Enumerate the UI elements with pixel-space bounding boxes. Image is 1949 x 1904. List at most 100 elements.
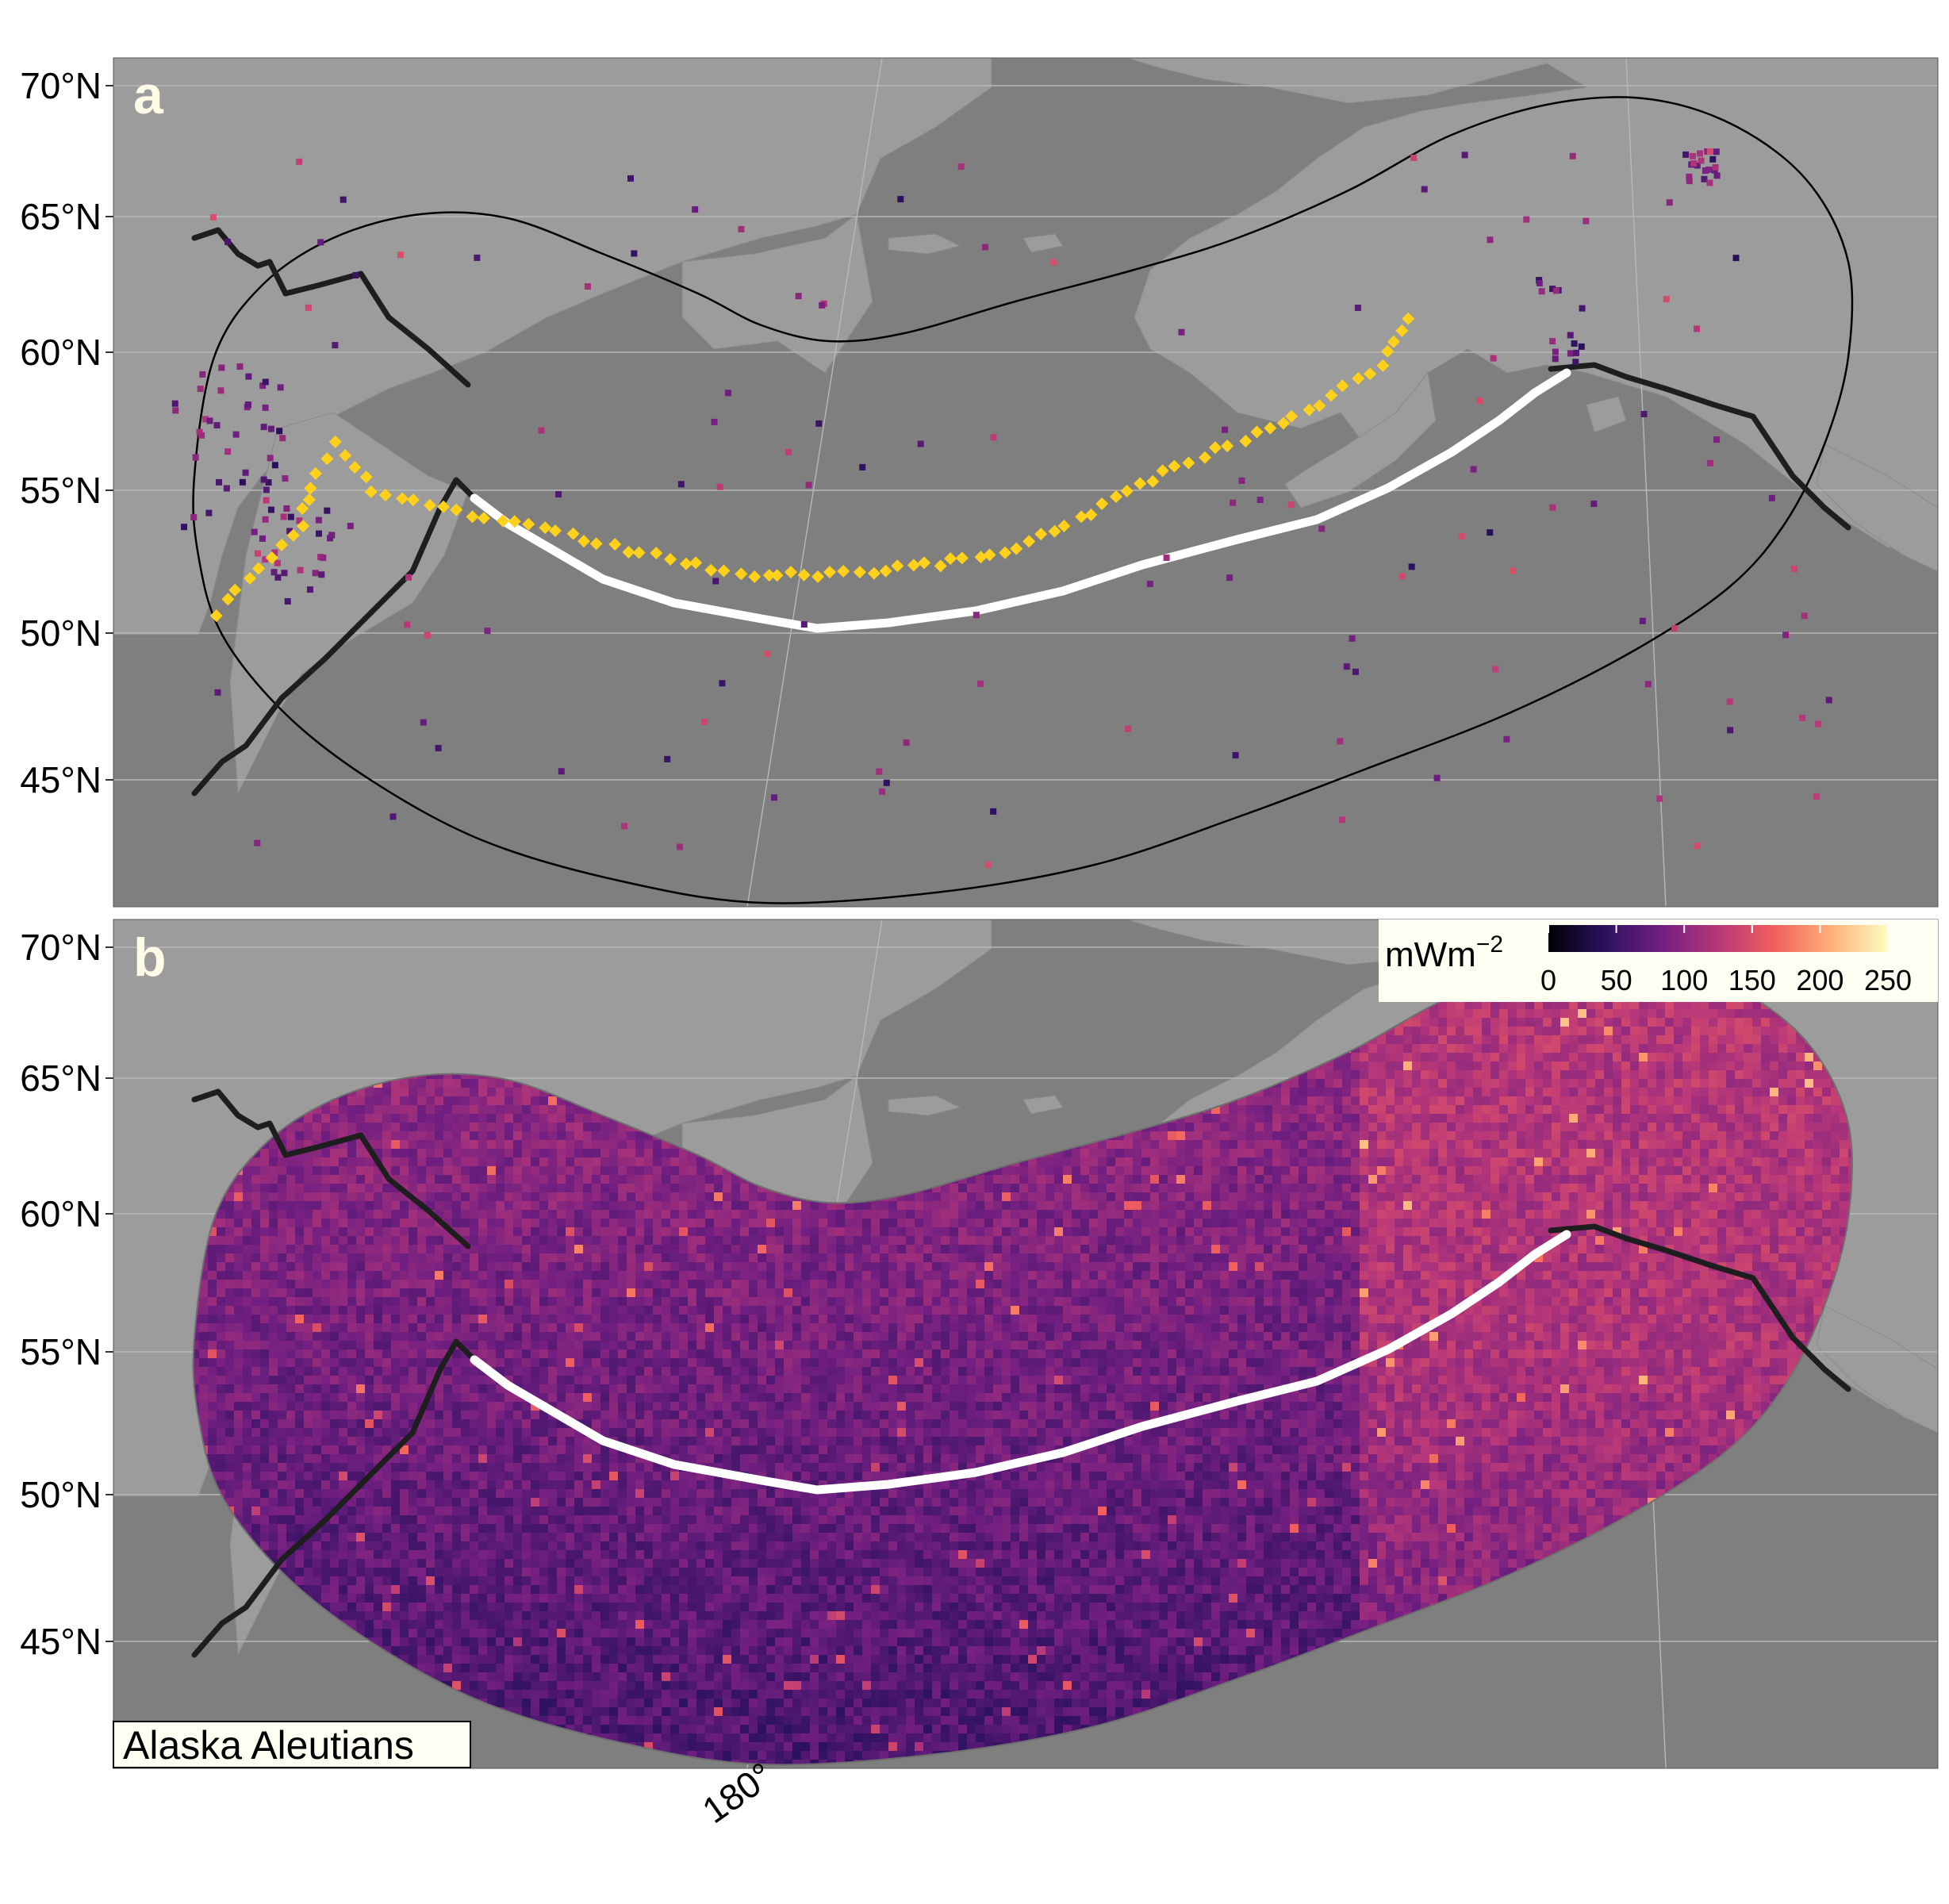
heatflow-cell	[452, 1105, 462, 1115]
heatflow-cell	[609, 1149, 619, 1158]
heatflow-cell	[470, 1079, 479, 1088]
heatflow-cell	[592, 1184, 601, 1193]
heatflow-cell	[1709, 1018, 1718, 1027]
heatflow-cell	[1787, 1149, 1797, 1158]
heatflow-cell	[1386, 1123, 1395, 1132]
heatflow-point	[296, 517, 303, 524]
heatflow-cell	[696, 1192, 706, 1202]
heatflow-cell	[1822, 1140, 1832, 1150]
heatflow-cell	[1665, 1079, 1675, 1088]
heatflow-cell	[1648, 1192, 1657, 1202]
heatflow-cell	[1386, 1061, 1395, 1071]
heatflow-point	[1644, 681, 1652, 688]
heatflow-cell	[1211, 1123, 1221, 1132]
heatflow-cell	[1002, 1192, 1011, 1202]
heatflow-cell	[1630, 1096, 1640, 1106]
heatflow-cell	[1412, 1096, 1421, 1106]
heatflow-cell	[1586, 1131, 1596, 1141]
heatflow-cell	[1115, 1157, 1125, 1167]
heatflow-cell	[1473, 1192, 1483, 1202]
heatflow-cell	[1621, 1088, 1631, 1097]
heatflow-point	[716, 483, 723, 490]
heatflow-cell	[1709, 1088, 1718, 1097]
heatflow-cell	[1333, 1079, 1343, 1088]
heatflow-point	[1727, 727, 1734, 734]
heatflow-cell	[758, 1192, 767, 1202]
arc-volcano-point	[228, 583, 242, 597]
heatflow-cell	[1639, 1105, 1648, 1115]
heatflow-cell	[1491, 1035, 1500, 1045]
heatflow-cell	[1525, 1192, 1535, 1202]
heatflow-cell	[1342, 1131, 1352, 1141]
heatflow-cell	[1395, 1096, 1404, 1106]
heatflow-cell	[1621, 1105, 1631, 1115]
heatflow-point	[664, 755, 671, 762]
heatflow-cell	[1377, 1140, 1387, 1150]
heatflow-cell	[1604, 1140, 1613, 1150]
heatflow-cell	[461, 1088, 470, 1097]
heatflow-cell	[1639, 1123, 1648, 1132]
heatflow-point	[1549, 286, 1556, 293]
heatflow-cell	[1124, 1140, 1134, 1150]
heatflow-point	[1590, 501, 1598, 508]
heatflow-cell	[1107, 1140, 1116, 1150]
heatflow-cell	[1438, 1027, 1448, 1036]
heatflow-cell	[635, 1131, 645, 1141]
heatflow-cell	[1307, 1157, 1317, 1167]
heatflow-cell	[400, 1123, 409, 1132]
heatflow-cell	[1543, 1175, 1552, 1184]
heatflow-cell	[1578, 1149, 1587, 1158]
heatflow-cell	[1333, 1096, 1343, 1106]
heatflow-cell	[321, 1192, 331, 1202]
heatflow-cell	[400, 1157, 409, 1167]
heatflow-cell	[1761, 1070, 1771, 1080]
heatflow-cell	[1220, 1131, 1230, 1141]
heatflow-cell	[1552, 1131, 1561, 1141]
heatflow-cell	[1674, 1166, 1683, 1176]
heatflow-cell	[339, 1149, 348, 1158]
heatflow-cell	[470, 1175, 479, 1184]
heatflow-cell	[1185, 1149, 1195, 1158]
heatflow-cell	[609, 1157, 619, 1167]
heatflow-cell	[1220, 1105, 1230, 1115]
heatflow-cell	[1621, 1044, 1631, 1054]
heatflow-cell	[1124, 1184, 1134, 1193]
arc-volcano-point	[244, 572, 257, 585]
heatflow-cell	[409, 1088, 418, 1097]
alaska-peninsula	[1284, 371, 1437, 509]
heatflow-cell	[1630, 1166, 1640, 1176]
heatflow-cell	[1447, 1114, 1456, 1123]
heatflow-cell	[1752, 1088, 1762, 1097]
heatflow-cell	[688, 1192, 697, 1202]
heatflow-cell	[1194, 1140, 1203, 1150]
heatflow-cell	[1543, 1192, 1552, 1202]
heatflow-point	[251, 528, 258, 536]
heatflow-cell	[1403, 1053, 1413, 1062]
heatflow-cell	[1648, 1105, 1657, 1115]
heatflow-cell	[1560, 1114, 1570, 1123]
heatflow-cell	[1534, 1035, 1544, 1045]
heatflow-cell	[1386, 1044, 1395, 1054]
heatflow-cell	[1787, 1079, 1797, 1088]
heatflow-cell	[1656, 1079, 1666, 1088]
heatflow-cell	[1543, 1166, 1552, 1176]
heatflow-cell	[1211, 1175, 1221, 1184]
heatflow-cell	[1621, 1009, 1631, 1019]
heatflow-cell	[1621, 1131, 1631, 1141]
heatflow-cell	[1586, 1018, 1596, 1027]
heatflow-cell	[670, 1149, 680, 1158]
heatflow-cell	[1630, 1027, 1640, 1036]
heatflow-cell	[1604, 1166, 1613, 1176]
heatflow-cell	[1386, 1088, 1395, 1097]
heatflow-cell	[1491, 1131, 1500, 1141]
arc-volcano-point	[1221, 440, 1234, 453]
heatflow-cell	[592, 1157, 601, 1167]
heatflow-cell	[1665, 1061, 1675, 1071]
heatflow-cell	[1403, 1192, 1413, 1202]
heatflow-cell	[557, 1131, 566, 1141]
heatflow-cell	[1595, 1123, 1605, 1132]
heatflow-cell	[1246, 1140, 1256, 1150]
heatflow-cell	[557, 1149, 566, 1158]
heatflow-cell	[1639, 1079, 1648, 1088]
heatflow-cell	[1333, 1131, 1343, 1141]
